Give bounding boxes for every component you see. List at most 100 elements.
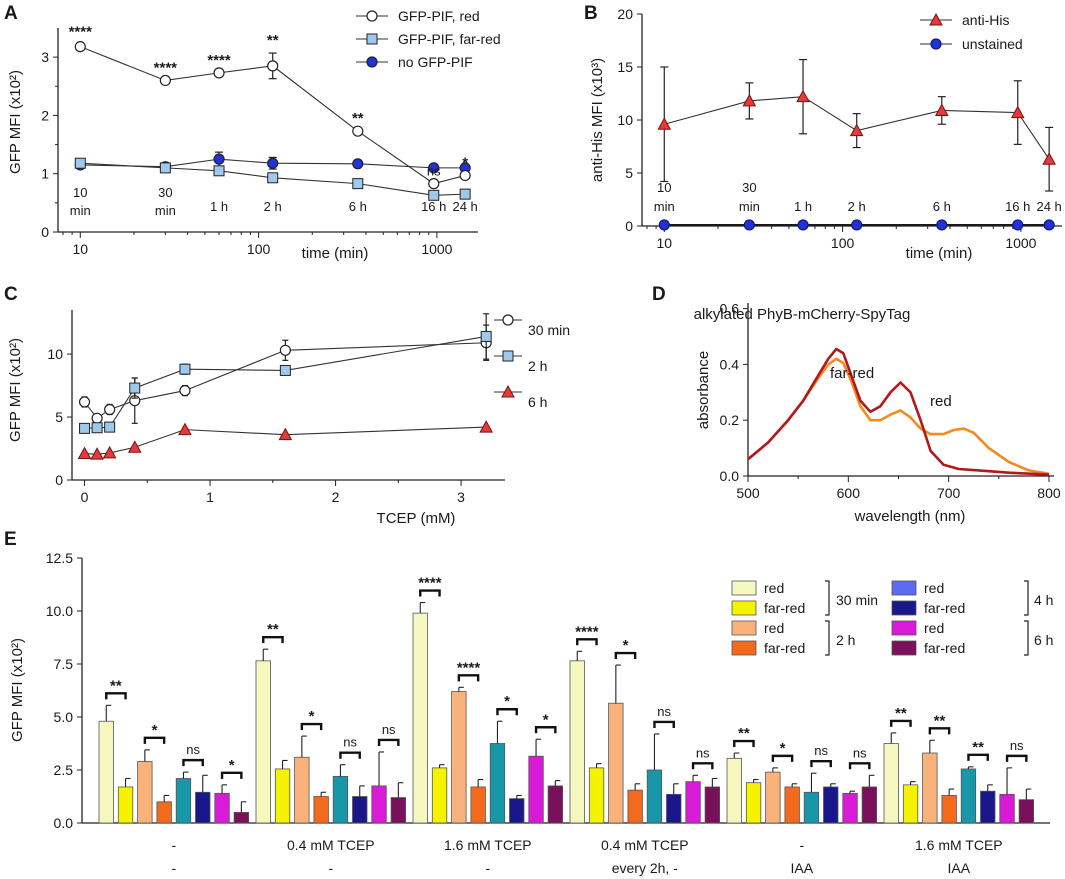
panel-c-legend-label: 6 h [528,394,547,410]
panel-b-time-label: 24 h [1036,199,1061,214]
panel-a-point [428,162,440,174]
panel-e-bar [412,612,428,824]
panel-e-bar [431,767,448,824]
panel-c-ytick-label: 0 [55,472,63,488]
panel-e-significance-bracket [377,738,400,746]
panel-a-point [459,169,471,182]
panel-e-significance-bracket [220,771,243,779]
panel-e-bar [489,743,506,824]
panel-e-significance-bracket [691,762,714,770]
panel-e-legend-label: red [924,580,944,596]
panel-b-time-label: 6 h [933,199,951,214]
panel-a-time-label: 6 h [349,199,367,214]
panel-c-point [77,446,92,460]
panel-c-legend-marker [501,384,515,398]
panel-e-bar [960,768,977,824]
panel-b-point [936,219,948,231]
panel-e-legend-swatch [891,620,917,636]
panel-e-bar [823,786,839,824]
panel-a-point [74,41,86,53]
panel-e-legend-time: 2 h [836,632,855,648]
panel-b-point [796,89,810,103]
panel-e-significance: ns [382,722,396,737]
panel-c-xtick-label: 2 [332,489,340,505]
panel-b-time-label: 10 [657,180,671,195]
panel-e-significance-bracket [576,638,598,646]
panel-d-xlabel: wavelength (nm) [854,508,966,525]
panel-c-point [102,445,117,459]
panel-e-bar [842,792,858,824]
panel-d-ytick-label: 0.6 [720,301,740,317]
panel-e-bar [765,771,781,824]
panel-e-bar [803,791,820,824]
panel-label-d: D [652,284,666,305]
panel-e-significance-bracket [614,651,637,660]
panel-c-point [104,421,116,433]
panel-e-significance: ** [110,677,122,694]
panel-e-significance: ** [738,725,750,742]
panel-b-ytick-label: 0 [625,218,633,234]
panel-d-spectrum-far-red [747,347,1050,476]
panel-e-bar [547,785,563,824]
panel-b-point [851,219,863,231]
panel-b-time-label: 2 h [848,199,866,214]
panel-e-ylabel: GFP MFI (x10²) [9,638,26,742]
panel-e-legend-bracket [825,580,830,616]
panel-e-bar [156,801,172,824]
panel-e-significance: **** [418,575,442,592]
panel-c-point [129,382,141,394]
panel-e-significance-bracket [653,720,675,728]
panel-d-spectrum-red [747,357,1050,476]
panel-e-significance-bracket [419,589,441,597]
panel-a-time-label: min [155,203,176,218]
panel-e-significance-bracket [733,739,755,748]
panel-a-legend-label: GFP-PIF, red [398,8,480,24]
panel-b-legend-label: anti-His [962,12,1009,28]
panel-e-legend-swatch [731,580,757,596]
panel-a-time-label: 1 h [210,199,228,214]
panel-e-bar [175,778,192,824]
panel-a-significance: **** [69,24,93,41]
panel-e-bar [137,761,153,824]
panel-b-ylabel: anti-His MFI (x10³) [589,58,606,182]
panel-e-bar [941,795,957,824]
panel-e-significance-bracket [1005,754,1028,762]
panel-b-xtick-label: 1000 [1005,235,1036,251]
panel-e-bar [214,792,230,824]
panel-c-point [78,396,91,408]
panel-e-bar [902,784,919,824]
panel-b-point [1042,152,1056,165]
panel-b-point [743,219,755,231]
panel-e-bar [371,785,387,824]
panel-e-significance: * [309,708,315,725]
panel-c-point [179,363,191,375]
panel-e-group-label: - [485,860,490,876]
panel-c-point [127,440,142,453]
panel-b-point [797,219,809,231]
panel-e-ytick-label: 12.5 [46,550,73,566]
panel-e-significance: * [229,757,235,774]
panel-b-time-label: 1 h [794,199,812,214]
panel-c-xtick-label: 3 [457,489,465,505]
panel-a-point [159,74,171,87]
panel-c-xlabel: TCEP (mM) [377,510,456,527]
panel-e-bar [117,786,134,824]
panel-a-point [352,125,364,137]
panel-e-bar [726,757,742,824]
panel-d-ylabel: absorbance [695,351,712,429]
panel-e-ytick-label: 10.0 [46,603,73,619]
panel-e-bar [233,812,250,824]
panel-e-bar [704,786,720,824]
panel-a-ylabel: GFP MFI (x10²) [7,70,24,174]
panel-e-significance: ns [657,704,671,719]
panel-e-bar [745,782,762,824]
panel-c-xtick-label: 0 [81,489,89,505]
panel-d-ytick-label: 0.0 [720,468,740,484]
panel-b-xtick-label: 10 [656,235,672,251]
panel-e-bar [980,790,996,824]
panel-a-legend-label: no GFP-PIF [398,54,473,70]
panel-e-significance: ns [1010,738,1024,753]
panel-e-bar [569,660,585,824]
panel-e-legend-label: far-red [764,600,805,616]
panel-e-significance-bracket [810,759,832,768]
